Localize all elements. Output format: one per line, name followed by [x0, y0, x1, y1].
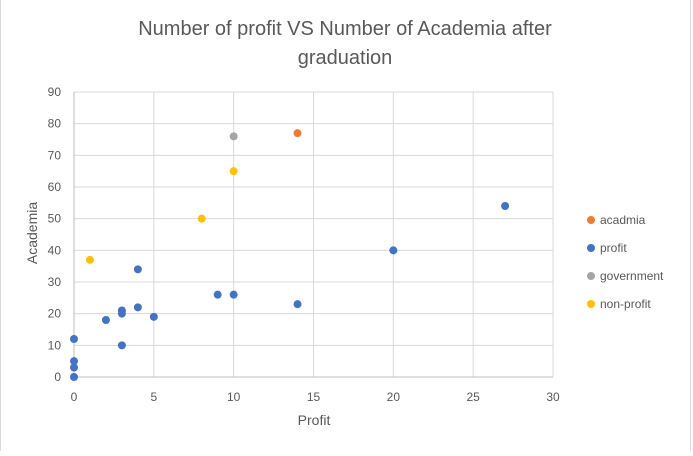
y-tick-label: 60 — [48, 180, 62, 194]
legend: acadmia profit government non-profit — [587, 213, 664, 311]
legend-label-acadmia: acadmia — [600, 213, 646, 227]
chart-title-line-2: graduation — [298, 47, 393, 69]
legend-label-profit: profit — [600, 241, 627, 255]
legend-marker-acadmia — [587, 216, 595, 224]
data-point-profit — [70, 357, 78, 366]
data-point-profit — [293, 300, 302, 309]
data-point-non-profit — [229, 167, 238, 176]
data-point-profit — [101, 316, 110, 324]
data-point-profit — [133, 265, 142, 274]
y-tick-label: 10 — [48, 338, 62, 352]
x-tick-label: 5 — [150, 390, 157, 404]
x-tick-label: 15 — [307, 390, 321, 404]
data-point-profit — [70, 363, 78, 372]
axes — [73, 92, 553, 378]
tick-labels: 0 5 10 15 20 25 30 0 10 20 30 40 50 60 70 80 90 — [48, 85, 560, 404]
y-tick-label: 20 — [48, 307, 62, 321]
data-point-profit — [149, 312, 158, 321]
x-tick-label: 10 — [227, 390, 241, 404]
x-tick-label: 20 — [387, 390, 401, 404]
data-point-profit — [389, 246, 398, 255]
y-tick-label: 0 — [54, 370, 61, 384]
data-points — [70, 129, 510, 381]
data-point-acadmia — [293, 129, 302, 138]
x-tick-label: 25 — [466, 390, 480, 404]
legend-marker-non-profit — [587, 300, 595, 308]
data-point-profit — [117, 341, 126, 350]
chart-title-line-1: Number of profit VS Number of Academia a… — [138, 18, 552, 40]
x-tick-label: 30 — [546, 390, 560, 404]
x-axis-label: Profit — [298, 412, 331, 428]
y-tick-label: 50 — [48, 212, 62, 226]
x-tick-label: 0 — [71, 390, 78, 404]
data-point-profit — [117, 309, 126, 318]
data-point-non-profit — [197, 214, 206, 223]
data-point-government — [229, 132, 238, 141]
y-tick-label: 30 — [48, 275, 62, 289]
data-point-profit — [501, 202, 510, 210]
y-tick-label: 90 — [48, 85, 62, 99]
y-tick-label: 40 — [48, 243, 62, 257]
legend-label-non-profit: non-profit — [600, 297, 651, 311]
legend-marker-profit — [587, 244, 595, 252]
data-point-profit — [213, 290, 222, 299]
legend-label-government: government — [600, 269, 664, 283]
legend-marker-government — [587, 272, 595, 280]
data-point-profit — [70, 335, 78, 343]
data-point-profit — [70, 373, 78, 381]
y-axis-label: Academia — [24, 202, 40, 264]
gridlines — [74, 91, 554, 377]
data-point-non-profit — [85, 255, 94, 264]
y-tick-label: 70 — [48, 148, 62, 162]
data-point-profit — [229, 290, 238, 299]
y-tick-label: 80 — [48, 117, 62, 131]
data-point-profit — [133, 303, 142, 312]
